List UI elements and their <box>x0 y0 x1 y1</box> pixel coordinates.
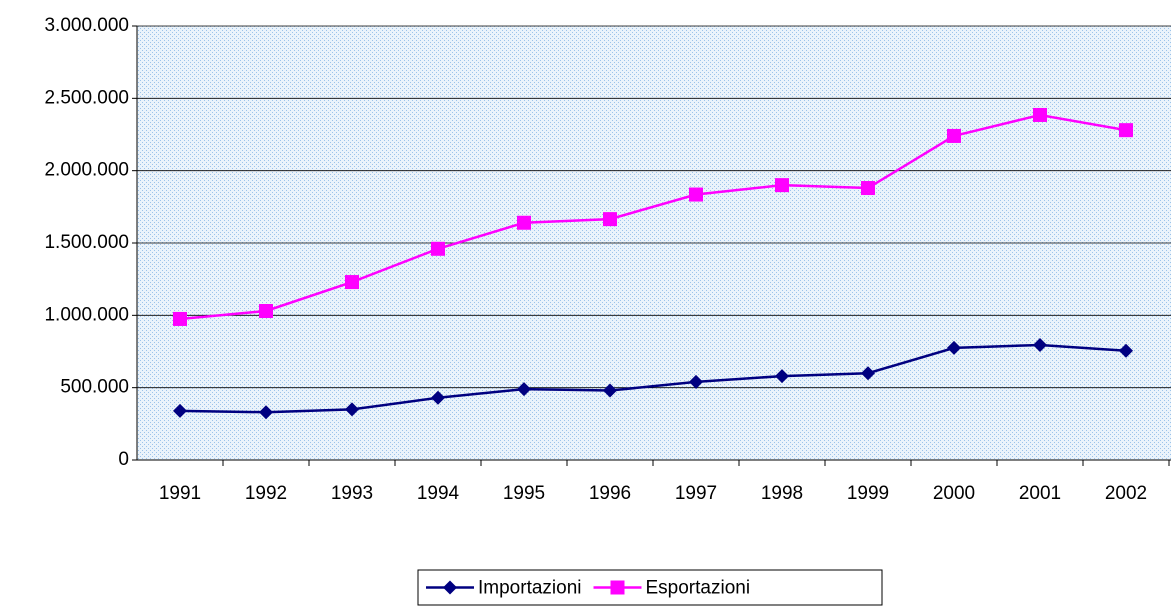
marker <box>345 275 359 290</box>
marker <box>1119 123 1133 138</box>
marker <box>689 187 703 202</box>
x-tick-label: 2001 <box>1019 483 1061 504</box>
marker <box>259 405 273 420</box>
marker <box>517 215 531 230</box>
legend-label: Importazioni <box>478 578 582 599</box>
marker <box>861 181 875 196</box>
x-tick-label: 1999 <box>847 483 889 504</box>
marker <box>431 390 445 405</box>
x-tick-label: 1995 <box>503 483 545 504</box>
y-tick-label: 1.500.000 <box>44 232 129 253</box>
marker <box>443 580 457 595</box>
marker <box>947 340 961 355</box>
marker <box>603 383 617 398</box>
x-tick-label: 1998 <box>761 483 803 504</box>
marker <box>1033 337 1047 352</box>
marker <box>345 402 359 417</box>
legend-box <box>417 569 883 606</box>
marker <box>775 369 789 384</box>
y-tick-label: 1.000.000 <box>44 304 129 325</box>
marker <box>517 382 531 397</box>
y-tick-label: 0 <box>118 449 129 470</box>
marker <box>861 366 875 381</box>
y-tick-label: 2.000.000 <box>44 160 129 181</box>
x-tick-label: 1997 <box>675 483 717 504</box>
x-tick-label: 1992 <box>245 483 287 504</box>
marker <box>603 212 617 227</box>
x-tick-label: 2002 <box>1105 483 1147 504</box>
marker <box>173 403 187 418</box>
marker <box>947 128 961 143</box>
x-tick-label: 2000 <box>933 483 975 504</box>
y-tick-label: 2.500.000 <box>44 87 129 108</box>
marker <box>173 311 187 326</box>
marker <box>775 178 789 193</box>
series-line <box>179 113 1127 321</box>
marker <box>610 580 625 595</box>
x-tick-label: 1996 <box>589 483 631 504</box>
marker <box>259 303 273 318</box>
marker <box>689 374 703 389</box>
legend-label: Esportazioni <box>646 578 751 599</box>
series-line <box>179 343 1127 414</box>
marker <box>1033 107 1047 122</box>
x-tick-label: 1994 <box>417 483 460 504</box>
x-tick-label: 1991 <box>159 483 201 504</box>
marker <box>1119 343 1133 358</box>
marker <box>431 241 445 256</box>
x-tick-label: 1993 <box>331 483 373 504</box>
y-tick-label: 500.000 <box>60 377 129 398</box>
y-tick-label: 3.000.000 <box>44 15 129 36</box>
